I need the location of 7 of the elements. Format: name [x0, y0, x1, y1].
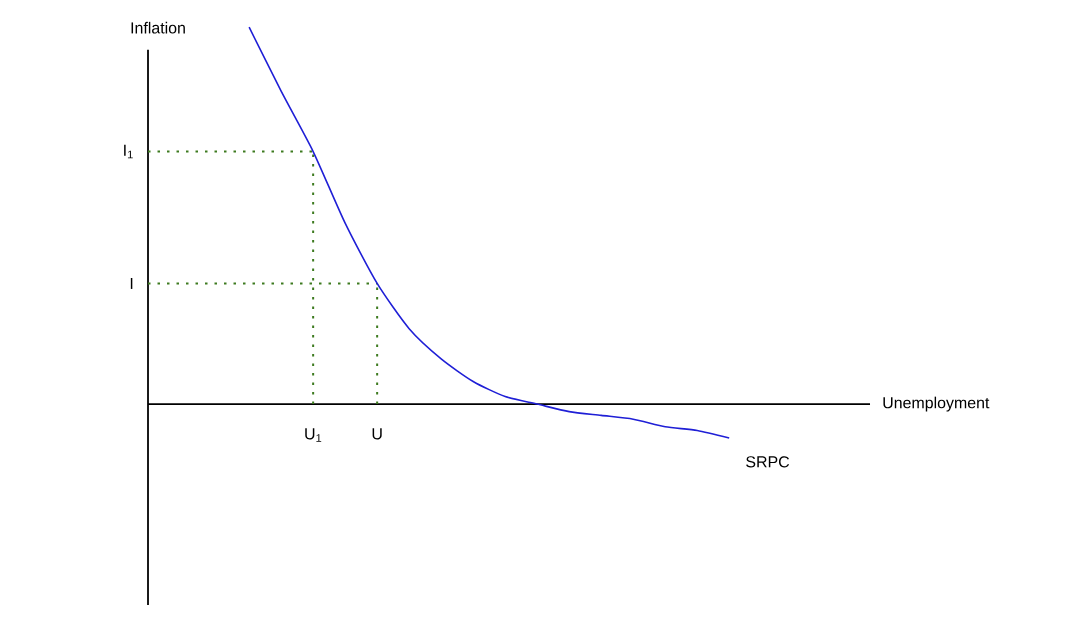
text: Unemployment — [883, 396, 990, 412]
y-axis-title: Inflation — [131, 21, 185, 34]
x-tick-label: U — [372, 428, 382, 440]
ref-line-label: I$_{1}$ — [124, 144, 133, 159]
ref-line-label: I — [130, 277, 133, 289]
x-tick-label: U$_{1}$ — [305, 428, 322, 442]
series-label: SRPC — [746, 456, 790, 468]
